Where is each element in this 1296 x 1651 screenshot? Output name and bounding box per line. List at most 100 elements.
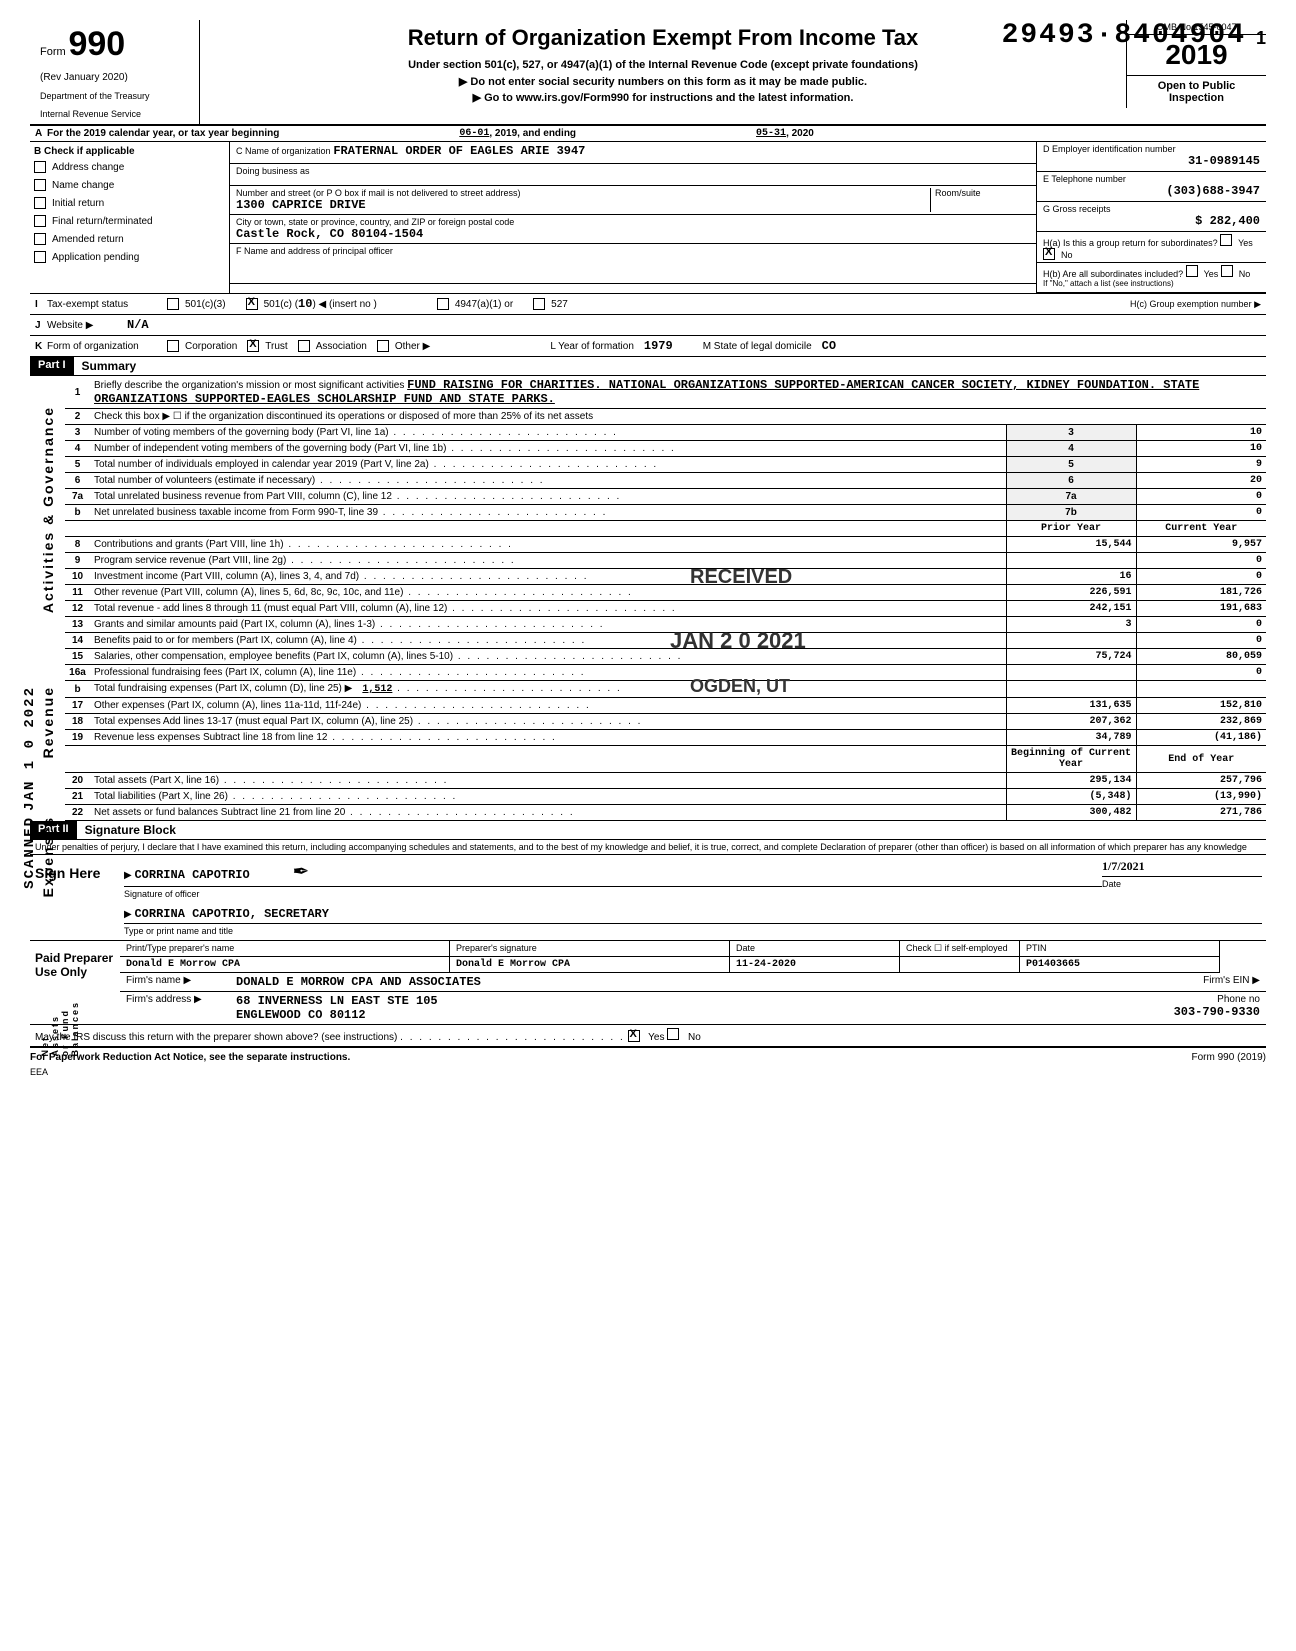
line-2: 2Check this box ▶ ☐ if the organization … (65, 409, 1266, 425)
ha-no[interactable] (1043, 248, 1055, 260)
side-label-expenses: Expenses (40, 816, 56, 897)
firm-addr2: ENGLEWOOD CO 80112 (236, 1008, 438, 1022)
column-b-checkboxes: B Check if applicable Address change Nam… (30, 142, 230, 293)
officer-sig-name: CORRINA CAPOTRIO (134, 868, 249, 882)
row-a-tax-year: A For the 2019 calendar year, or tax yea… (30, 126, 1266, 142)
side-label-governance: Activities & Governance (40, 406, 56, 613)
check-address-change[interactable]: Address change (34, 161, 225, 173)
check-501c[interactable] (246, 298, 258, 310)
room-label: Room/suite (930, 188, 1030, 212)
preparer-content: Print/Type preparer's name Preparer's si… (120, 941, 1266, 1024)
subtitle: Under section 501(c), 527, or 4947(a)(1)… (220, 59, 1106, 71)
label-j: J (35, 320, 47, 331)
side-label-revenue: Revenue (40, 686, 56, 758)
penalty-declaration: Under penalties of perjury, I declare th… (30, 840, 1266, 855)
table-row: bTotal fundraising expenses (Part IX, co… (65, 681, 1266, 698)
column-d-ein: D Employer identification number 31-0989… (1036, 142, 1266, 293)
dba-row: Doing business as (230, 164, 1036, 186)
hb-no[interactable] (1221, 265, 1233, 277)
department: Department of the Treasury (40, 91, 189, 101)
stamp-ogden: OGDEN, UT (690, 676, 790, 697)
signature-content: ▶ CORRINA CAPOTRIO ✒ Signature of office… (120, 855, 1266, 940)
gross-receipts-value: 282,400 (1210, 214, 1260, 228)
table-row: 13Grants and similar amounts paid (Part … (65, 617, 1266, 633)
officer-title: CORRINA CAPOTRIO, SECRETARY (134, 907, 328, 921)
check-trust[interactable] (247, 340, 259, 352)
org-name: FRATERNAL ORDER OF EAGLES ARIE 3947 (333, 144, 585, 158)
firm-address-row: Firm's address ▶ 68 INVERNESS LN EAST ST… (120, 992, 1266, 1024)
hb-yes[interactable] (1186, 265, 1198, 277)
row-a-text: For the 2019 calendar year, or tax year … (47, 128, 279, 139)
check-association[interactable] (298, 340, 310, 352)
label-b: B (34, 146, 41, 157)
table-row: 3Number of voting members of the governi… (65, 425, 1266, 441)
org-name-row: C Name of organization FRATERNAL ORDER O… (230, 142, 1036, 164)
row-i-tax-exempt: I Tax-exempt status 501(c)(3) 501(c) (10… (30, 294, 1266, 315)
column-c-org-info: C Name of organization FRATERNAL ORDER O… (230, 142, 1036, 293)
check-pending[interactable]: Application pending (34, 251, 225, 263)
signature-scribble: ✒ (292, 861, 309, 883)
check-final-return[interactable]: Final return/terminated (34, 215, 225, 227)
check-other[interactable] (377, 340, 389, 352)
form-identifier-box: Form 990 (Rev January 2020) Department o… (30, 20, 200, 124)
check-527[interactable] (533, 298, 545, 310)
officer-row: F Name and address of principal officer (230, 244, 1036, 284)
website-value: N/A (127, 318, 149, 332)
table-row: 20Total assets (Part X, line 16)295,1342… (65, 773, 1266, 789)
h-b-row: H(b) Are all subordinates included? Yes … (1037, 263, 1266, 293)
check-if-applicable: Check if applicable (44, 146, 135, 157)
paid-preparer-row: Paid Preparer Use Only Print/Type prepar… (30, 941, 1266, 1025)
side-label-jan: JAN 1 0 2022 (22, 686, 38, 811)
begin-date: 06-01 (459, 128, 489, 139)
phone-row: E Telephone number (303)688-3947 (1037, 172, 1266, 202)
preparer-phone: 303-790-9330 (1174, 1005, 1260, 1019)
ein-row: D Employer identification number 31-0989… (1037, 142, 1266, 172)
section-bcd: B Check if applicable Address change Nam… (30, 142, 1266, 294)
form-990-page: 29493·8404904 1 Form 990 (Rev January 20… (0, 0, 1296, 1097)
state-domicile: CO (822, 339, 836, 353)
city-state-zip: Castle Rock, CO 80104-1504 (236, 227, 1030, 241)
city-row: City or town, state or province, country… (230, 215, 1036, 244)
table-row: 19Revenue less expenses Subtract line 18… (65, 730, 1266, 746)
eea-label: EEA (30, 1067, 1266, 1077)
check-name-change[interactable]: Name change (34, 179, 225, 191)
net-header-row: Beginning of Current Year End of Year (65, 746, 1266, 773)
goto-instructions: ▶ Go to www.irs.gov/Form990 for instruct… (220, 91, 1106, 104)
firm-addr1: 68 INVERNESS LN EAST STE 105 (236, 994, 438, 1008)
table-row: 6Total number of volunteers (estimate if… (65, 473, 1266, 489)
label-i: I (35, 299, 47, 310)
table-row: 12Total revenue - add lines 8 through 11… (65, 601, 1266, 617)
check-initial-return[interactable]: Initial return (34, 197, 225, 209)
firm-name: DONALD E MORROW CPA AND ASSOCIATES (236, 975, 481, 989)
check-501c3[interactable] (167, 298, 179, 310)
preparer-name: Donald E Morrow CPA (120, 957, 450, 973)
table-row: 18Total expenses Add lines 13-17 (must e… (65, 714, 1266, 730)
check-4947[interactable] (437, 298, 449, 310)
table-row: 4Number of independent voting members of… (65, 441, 1266, 457)
page-number: 1 (1256, 28, 1266, 49)
table-row: 8Contributions and grants (Part VIII, li… (65, 537, 1266, 553)
side-label-scanned: SCANNED (22, 816, 38, 889)
preparer-grid: Print/Type preparer's name Preparer's si… (120, 941, 1266, 973)
sign-date: 1/7/2021 (1102, 859, 1262, 877)
discuss-yes[interactable] (628, 1030, 640, 1042)
check-corporation[interactable] (167, 340, 179, 352)
org-name-label: C Name of organization (236, 146, 331, 156)
main-title: Return of Organization Exempt From Incom… (220, 25, 1106, 51)
title-box: Return of Organization Exempt From Incom… (200, 20, 1126, 112)
discuss-row: May the IRS discuss this return with the… (30, 1025, 1266, 1048)
table-row: bNet unrelated business taxable income f… (65, 505, 1266, 521)
label-a: A (35, 128, 47, 139)
open-public: Open to Public Inspection (1127, 76, 1266, 108)
check-amended[interactable]: Amended return (34, 233, 225, 245)
ha-yes[interactable] (1220, 234, 1232, 246)
preparer-date: 11-24-2020 (730, 957, 900, 973)
label-k: K (35, 341, 47, 352)
revision-date: (Rev January 2020) (40, 72, 189, 83)
stamp-received: RECEIVED (690, 566, 792, 589)
discuss-no[interactable] (667, 1028, 679, 1040)
table-row: 14Benefits paid to or for members (Part … (65, 633, 1266, 649)
self-employed-check (900, 957, 1020, 973)
h-c-label: H(c) Group exemption number ▶ (1130, 299, 1261, 310)
form-number: 990 (68, 25, 125, 63)
